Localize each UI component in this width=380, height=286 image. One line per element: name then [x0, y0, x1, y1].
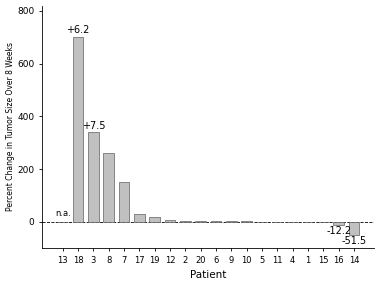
- Text: +6.2: +6.2: [66, 25, 90, 35]
- Bar: [165, 220, 176, 222]
- Bar: [149, 217, 160, 222]
- Bar: [88, 132, 99, 222]
- Bar: [134, 214, 145, 222]
- Bar: [348, 222, 359, 235]
- Y-axis label: Percent Change in Tumor Size Over 8 Weeks: Percent Change in Tumor Size Over 8 Week…: [6, 42, 14, 211]
- X-axis label: Patient: Patient: [190, 271, 226, 281]
- Bar: [333, 222, 344, 225]
- Bar: [226, 221, 237, 222]
- Bar: [195, 221, 206, 222]
- Text: n.a.: n.a.: [55, 209, 71, 218]
- Bar: [119, 182, 129, 222]
- Bar: [103, 153, 114, 222]
- Text: -12.2: -12.2: [326, 226, 351, 236]
- Text: -51.5: -51.5: [341, 237, 367, 246]
- Bar: [180, 221, 191, 222]
- Bar: [241, 221, 252, 222]
- Bar: [211, 221, 222, 222]
- Bar: [73, 37, 83, 222]
- Text: +7.5: +7.5: [82, 121, 105, 131]
